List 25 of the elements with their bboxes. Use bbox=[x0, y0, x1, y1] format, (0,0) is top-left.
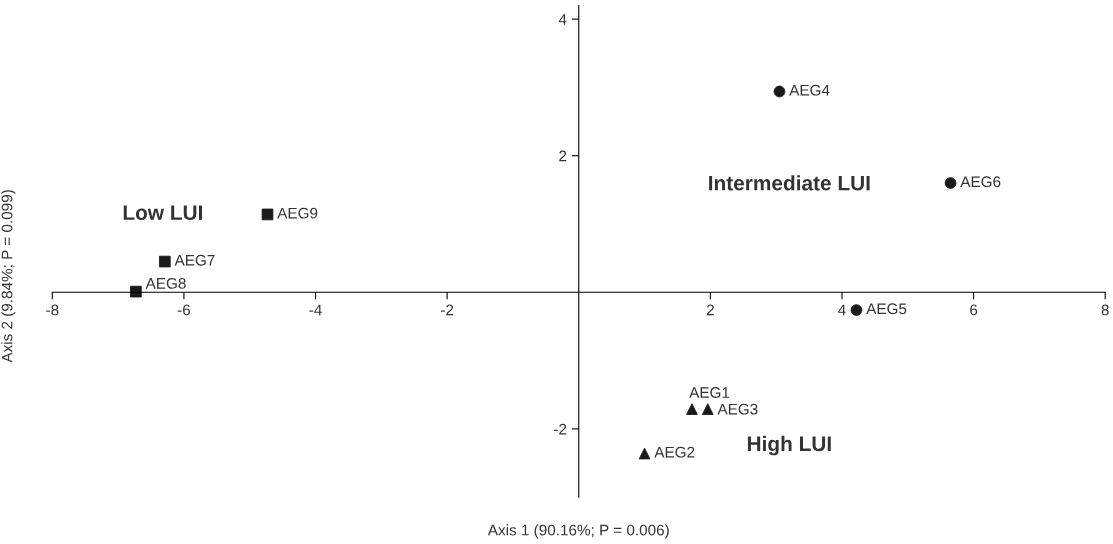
x-tick-label: 8 bbox=[1101, 304, 1109, 316]
y-tick-label: 2 bbox=[559, 150, 567, 162]
x-tick-label: -2 bbox=[441, 304, 454, 316]
data-label: AEG3 bbox=[717, 403, 758, 415]
x-tick-label: 4 bbox=[838, 304, 846, 316]
annotation: High LUI bbox=[747, 435, 831, 456]
data-label: AEG1 bbox=[689, 387, 730, 398]
y-tick-label: -2 bbox=[554, 423, 567, 435]
annotation: Intermediate LUI bbox=[709, 175, 870, 191]
data-label: AEG6 bbox=[960, 176, 1001, 188]
y-axis-title: Axis 2 (9.84%; P = 0.099) bbox=[1, 190, 16, 363]
data-label: AEG8 bbox=[145, 277, 186, 289]
x-axis-title: Axis 1 (90.16%; P = 0.006) bbox=[487, 524, 669, 539]
data-label: AEG5 bbox=[866, 303, 907, 315]
data-label: AEG2 bbox=[654, 446, 695, 458]
x-tick-label: -6 bbox=[177, 304, 191, 316]
data-label: AEG7 bbox=[174, 254, 215, 266]
x-tick-label: -8 bbox=[46, 304, 59, 316]
x-tick-label: 2 bbox=[706, 304, 714, 316]
x-tick-label: 6 bbox=[970, 304, 978, 316]
data-label: AEG4 bbox=[789, 84, 830, 96]
y-tick-label: 4 bbox=[558, 14, 567, 25]
data-label: AEG9 bbox=[277, 207, 318, 219]
annotation: Low LUI bbox=[123, 205, 202, 221]
x-tick-label: -4 bbox=[309, 304, 322, 316]
